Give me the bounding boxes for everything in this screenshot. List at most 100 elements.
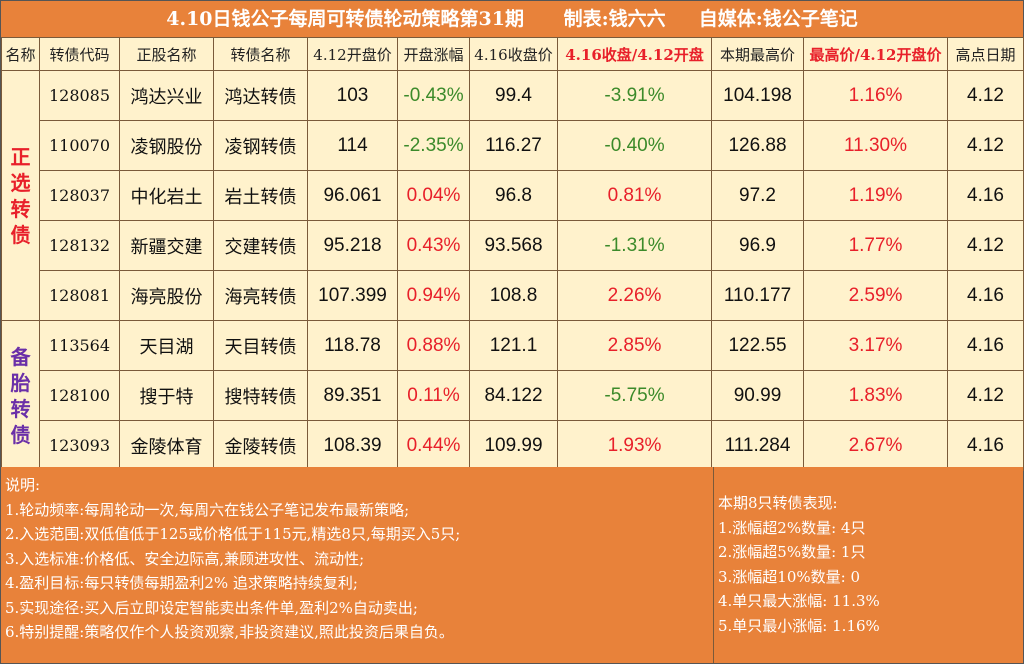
- col-header-bond: 转债名称: [213, 37, 308, 71]
- bond-name-cell: 海亮转债: [213, 270, 308, 321]
- high-price-cell: 111.284: [711, 420, 804, 471]
- col-header-stock: 正股名称: [119, 37, 214, 71]
- table-row: 备胎转债 113564 天目湖 天目转债 118.78 0.88% 121.1 2.85% 12…: [1, 320, 1024, 471]
- high-date-cell: 4.12: [947, 370, 1024, 421]
- col-header-high: 本期最高价: [711, 37, 804, 71]
- high-date-cell: 4.12: [947, 70, 1024, 121]
- open-change-cell: 0.88%: [397, 320, 470, 371]
- sheet-title: 4.10日钱公子每周可转债轮动策略第31期 制表:钱六六 自媒体:钱公子笔记: [1, 1, 1023, 37]
- bond-code-cell: 128100: [39, 370, 120, 421]
- close-change-cell: 2.85%: [557, 320, 712, 371]
- col-header-code: 转债代码: [39, 37, 120, 71]
- summary-heading: 本期8只转债表现:: [718, 494, 838, 512]
- table-row: 128132 新疆交建 交建转债 95.218 0.43% 93.568 -1.31% 96.…: [2, 220, 1024, 271]
- open-change-cell: 0.43%: [397, 220, 470, 271]
- group-label-char: 胎: [10, 370, 31, 395]
- close-price-cell: 116.27: [469, 120, 558, 171]
- open-change-cell: 0.44%: [397, 420, 470, 471]
- group-label-char: 转: [10, 396, 31, 421]
- group-label-char: 备: [10, 344, 31, 369]
- table-row: 123093 金陵体育 金陵转债 108.39 0.44% 109.99 1.93% 111.…: [2, 420, 1024, 471]
- summary-item: 4.单只最大涨幅: 11.3%: [718, 592, 880, 610]
- bond-table: 名称 转债代码 正股名称 转债名称 4.12开盘价 开盘涨幅 4.16收盘价 4…: [1, 37, 1024, 471]
- group-label-char: 转: [10, 196, 31, 221]
- open-price-cell: 108.39: [307, 420, 398, 471]
- group-label-primary: 正选转债: [1, 70, 40, 321]
- high-change-cell: 1.16%: [803, 70, 948, 121]
- bond-code-cell: 128037: [39, 170, 120, 221]
- high-price-cell: 96.9: [711, 220, 804, 271]
- note-item: 6.特别提醒:策略仅作个人投资观察,非投资建议,照此投资后果自负。: [5, 623, 454, 641]
- close-price-cell: 93.568: [469, 220, 558, 271]
- high-price-cell: 122.55: [711, 320, 804, 371]
- bond-name-cell: 搜特转债: [213, 370, 308, 421]
- bond-name-cell: 交建转债: [213, 220, 308, 271]
- note-item: 1.轮动频率:每周轮动一次,每周六在钱公子笔记发布最新策略;: [5, 500, 410, 519]
- open-price-cell: 114: [307, 120, 398, 171]
- group-label-char: 选: [10, 170, 31, 195]
- col-header-close-chg: 4.16收盘/4.12开盘: [557, 37, 712, 71]
- close-change-cell: 1.93%: [557, 420, 712, 471]
- summary-panel: 本期8只转债表现: 1.涨幅超2%数量: 4只 2.涨幅超5%数量: 1只 3.…: [713, 467, 1024, 663]
- stock-name-cell: 凌钢股份: [119, 120, 214, 171]
- high-date-cell: 4.12: [947, 120, 1024, 171]
- note-item: 2.入选范围:双低值低于125或价格低于115元,精选8只,每期买入5只;: [5, 525, 461, 543]
- bond-code-cell: 123093: [39, 420, 120, 471]
- open-change-cell: -2.35%: [397, 120, 470, 171]
- group-label-char: 正: [10, 144, 31, 169]
- note-item: 3.入选标准:价格低、安全边际高,兼顾进攻性、流动性;: [5, 549, 365, 568]
- close-price-cell: 109.99: [469, 420, 558, 471]
- high-price-cell: 110.177: [711, 270, 804, 321]
- summary-item: 5.单只最小涨幅: 1.16%: [718, 616, 880, 635]
- stock-name-cell: 鸿达兴业: [119, 70, 214, 121]
- open-price-cell: 103: [307, 70, 398, 121]
- stock-name-cell: 海亮股份: [119, 270, 214, 321]
- bond-name-cell: 鸿达转债: [213, 70, 308, 121]
- high-date-cell: 4.12: [947, 220, 1024, 271]
- high-change-cell: 1.19%: [803, 170, 948, 221]
- notes-left: 说明: 1.轮动频率:每周轮动一次,每周六在钱公子笔记发布最新策略; 2.入选范…: [5, 473, 709, 645]
- high-change-cell: 2.67%: [803, 420, 948, 471]
- bond-code-cell: 128132: [39, 220, 120, 271]
- col-header-open-chg: 开盘涨幅: [397, 37, 470, 71]
- bond-name-cell: 岩土转债: [213, 170, 308, 221]
- close-change-cell: -3.91%: [557, 70, 712, 121]
- table-row: 110070 凌钢股份 凌钢转债 114 -2.35% 116.27 -0.40% 126.8…: [2, 120, 1024, 171]
- table-row: 128037 中化岩土 岩土转债 96.061 0.04% 96.8 0.81% 97.2 1.…: [2, 170, 1024, 221]
- high-change-cell: 1.77%: [803, 220, 948, 271]
- high-change-cell: 2.59%: [803, 270, 948, 321]
- col-header-open: 4.12开盘价: [307, 37, 398, 71]
- group-label-char: 债: [10, 422, 31, 447]
- high-price-cell: 97.2: [711, 170, 804, 221]
- bond-name-cell: 金陵转债: [213, 420, 308, 471]
- high-date-cell: 4.16: [947, 420, 1024, 471]
- bond-code-cell: 110070: [39, 120, 120, 171]
- header-row: 名称 转债代码 正股名称 转债名称 4.12开盘价 开盘涨幅 4.16收盘价 4…: [1, 37, 1024, 71]
- summary-item: 3.涨幅超10%数量: 0: [718, 567, 861, 586]
- note-item: 4.盈利目标:每只转债每期盈利2% 追求策略持续复利;: [5, 574, 358, 592]
- group-label-backup: 备胎转债: [1, 320, 40, 471]
- table-row: 128081 海亮股份 海亮转债 107.399 0.94% 108.8 2.26% 110.…: [2, 270, 1024, 321]
- stock-name-cell: 中化岩土: [119, 170, 214, 221]
- open-change-cell: 0.04%: [397, 170, 470, 221]
- col-header-name: 名称: [1, 37, 40, 71]
- high-price-cell: 90.99: [711, 370, 804, 421]
- group-label-char: 债: [10, 222, 31, 247]
- close-change-cell: -5.75%: [557, 370, 712, 421]
- high-change-cell: 11.30%: [803, 120, 948, 171]
- stock-name-cell: 金陵体育: [119, 420, 214, 471]
- close-price-cell: 108.8: [469, 270, 558, 321]
- col-header-high-chg: 最高价/4.12开盘价: [803, 37, 948, 71]
- open-price-cell: 118.78: [307, 320, 398, 371]
- bond-code-cell: 113564: [39, 320, 120, 371]
- high-change-cell: 1.83%: [803, 370, 948, 421]
- note-item: 5.实现途径:买入后立即设定智能卖出条件单,盈利2%自动卖出;: [5, 598, 418, 617]
- table-row: 正选转债 128085 鸿达兴业 鸿达转债 103 -0.43% 99.4 -3.91% 104…: [1, 70, 1024, 321]
- high-date-cell: 4.16: [947, 170, 1024, 221]
- bond-name-cell: 天目转债: [213, 320, 308, 371]
- summary-item: 1.涨幅超2%数量: 4只: [718, 518, 866, 537]
- col-header-high-date: 高点日期: [947, 37, 1024, 71]
- open-change-cell: 0.11%: [397, 370, 470, 421]
- notes-heading: 说明:: [5, 476, 41, 494]
